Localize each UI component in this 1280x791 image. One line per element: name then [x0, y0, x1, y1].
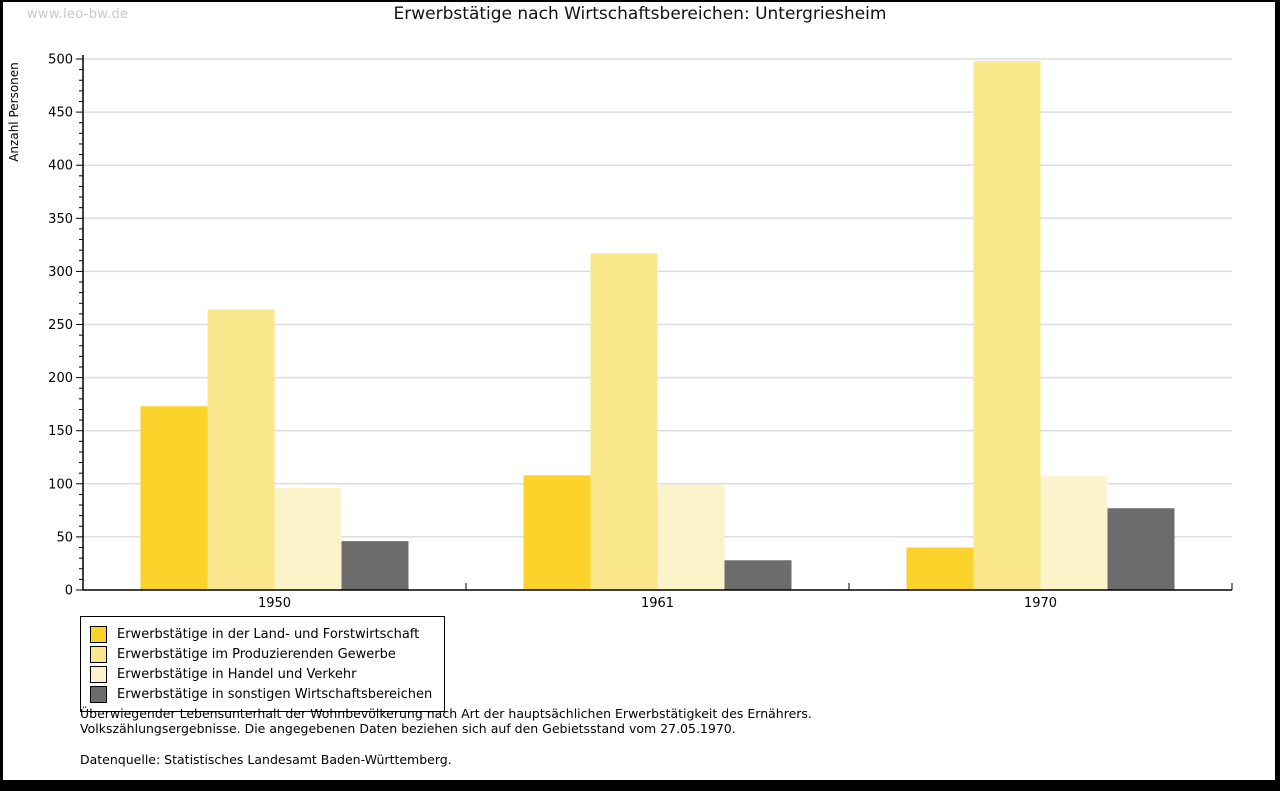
footnotes: Überwiegender Lebensunterhalt der Wohnbe… — [80, 706, 812, 767]
legend-label: Erwerbstätige in Handel und Verkehr — [117, 666, 357, 682]
legend-swatch-icon — [90, 645, 107, 663]
data-source: Datenquelle: Statistisches Landesamt Bad… — [80, 752, 452, 767]
image-border-bottom — [0, 780, 1280, 791]
legend-swatch-icon — [90, 685, 107, 703]
svg-text:0: 0 — [65, 584, 73, 599]
svg-text:200: 200 — [48, 371, 73, 386]
legend-swatch-icon — [90, 665, 107, 683]
svg-text:150: 150 — [48, 424, 73, 439]
legend-label: Erwerbstätige in sonstigen Wirtschaftsbe… — [117, 686, 433, 702]
legend-item: Erwerbstätige in sonstigen Wirtschaftsbe… — [90, 684, 432, 704]
svg-text:1970: 1970 — [1024, 596, 1057, 611]
svg-text:250: 250 — [48, 318, 73, 333]
chart-title: Erwerbstätige nach Wirtschaftsbereichen:… — [393, 4, 887, 24]
legend-item: Erwerbstätige in Handel und Verkehr — [90, 664, 432, 684]
image-border-left — [0, 0, 3, 791]
svg-text:300: 300 — [48, 265, 73, 280]
footnote-line: Überwiegender Lebensunterhalt der Wohnbe… — [80, 706, 812, 721]
svg-text:100: 100 — [48, 477, 73, 492]
legend: Erwerbstätige in der Land- und Forstwirt… — [80, 616, 446, 712]
svg-text:500: 500 — [48, 53, 73, 68]
svg-text:50: 50 — [56, 530, 73, 545]
watermark: www.leo-bw.de — [27, 7, 129, 22]
legend-label: Erwerbstätige im Produzierenden Gewerbe — [117, 646, 396, 662]
legend-item: Erwerbstätige im Produzierenden Gewerbe — [90, 644, 432, 664]
legend-swatch-icon — [90, 625, 107, 643]
svg-text:400: 400 — [48, 159, 73, 174]
image-border-top — [0, 0, 1280, 2]
footnote-line: Volkszählungsergebnisse. Die angegebenen… — [80, 721, 736, 736]
image-border-right — [1275, 0, 1280, 791]
svg-text:450: 450 — [48, 106, 73, 121]
svg-text:1961: 1961 — [641, 596, 674, 611]
svg-text:1950: 1950 — [258, 596, 291, 611]
legend-label: Erwerbstätige in der Land- und Forstwirt… — [117, 626, 420, 642]
legend-item: Erwerbstätige in der Land- und Forstwirt… — [90, 624, 432, 644]
svg-text:350: 350 — [48, 212, 73, 227]
